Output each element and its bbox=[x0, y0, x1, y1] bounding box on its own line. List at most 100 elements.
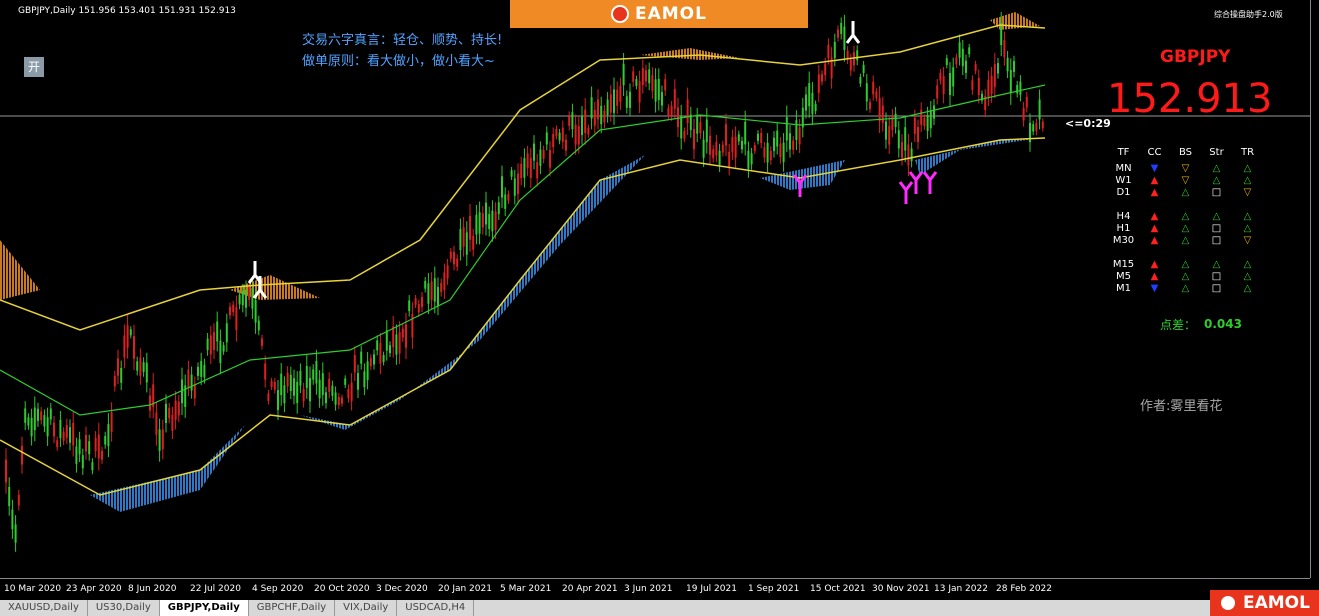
candle-body bbox=[961, 48, 964, 67]
candle-body bbox=[965, 60, 967, 73]
candle-body bbox=[235, 307, 238, 331]
note: 交易六字真言：轻仓、顺势、持长! bbox=[302, 33, 503, 48]
candle-body bbox=[792, 140, 795, 150]
candle-body bbox=[331, 385, 334, 396]
candle-body bbox=[37, 408, 39, 421]
up-arrow bbox=[908, 171, 924, 194]
candle-body bbox=[309, 378, 311, 402]
candle-body bbox=[462, 226, 465, 247]
candle-body bbox=[264, 363, 267, 380]
candle-body bbox=[206, 338, 209, 351]
candle-body bbox=[139, 357, 142, 376]
candle-body bbox=[1022, 108, 1025, 121]
candle-body bbox=[843, 26, 846, 50]
candle-body bbox=[769, 150, 772, 161]
blue-histogram bbox=[760, 160, 845, 190]
candle-body bbox=[184, 385, 187, 408]
candle-body bbox=[366, 361, 369, 381]
candle-body bbox=[897, 130, 900, 149]
timeframe: M5 bbox=[1116, 271, 1131, 282]
candle-body bbox=[270, 380, 273, 387]
candle-body bbox=[46, 417, 49, 437]
timeframe: W1 bbox=[1115, 175, 1132, 186]
candle-body bbox=[811, 92, 814, 115]
signal: ▼ bbox=[1150, 163, 1159, 174]
candle-body bbox=[942, 76, 945, 95]
signal: △ bbox=[1243, 259, 1252, 270]
candle-body bbox=[152, 384, 155, 407]
x-tick-label: 13 Jan 2022 bbox=[934, 584, 988, 594]
candle-body bbox=[696, 116, 699, 134]
candle-body bbox=[142, 362, 145, 372]
candle-body bbox=[81, 455, 84, 469]
candle-body bbox=[193, 383, 196, 399]
x-tick-label: 19 Jul 2021 bbox=[686, 584, 737, 594]
signal: □ bbox=[1211, 283, 1222, 294]
candle-body bbox=[510, 170, 513, 177]
signal: △ bbox=[1243, 223, 1252, 234]
candle-body bbox=[417, 304, 420, 313]
x-axis: 10 Mar 2020 23 Apr 2020 8 Jun 2020 22 Jul 2… bbox=[0, 578, 1310, 597]
candle-body bbox=[699, 122, 702, 134]
candle-body bbox=[277, 390, 279, 411]
candle-body bbox=[161, 429, 164, 450]
open-button[interactable]: 开 bbox=[24, 57, 44, 77]
candle-body bbox=[177, 401, 180, 416]
candle-body bbox=[830, 57, 833, 79]
candle-body bbox=[603, 110, 606, 123]
candle-body bbox=[520, 163, 523, 179]
candle-body bbox=[949, 73, 951, 96]
candle-body bbox=[760, 132, 763, 143]
timeframe: M30 bbox=[1112, 235, 1135, 246]
x-tick-label: 23 Apr 2020 bbox=[66, 584, 122, 594]
chart-tab[interactable]: GBPJPY,Daily bbox=[159, 600, 249, 616]
signal: □ bbox=[1211, 271, 1222, 282]
candle-body bbox=[648, 69, 651, 84]
x-tick-label: 28 Feb 2022 bbox=[996, 584, 1053, 594]
candle-body bbox=[939, 72, 942, 81]
chart-tab[interactable]: USDCAD,H4 bbox=[397, 600, 475, 616]
lower-band bbox=[0, 137, 1046, 496]
candle-body bbox=[30, 417, 33, 437]
candle-body bbox=[837, 29, 839, 38]
candle-body bbox=[689, 114, 692, 130]
chart-tab[interactable]: US30,Daily bbox=[87, 600, 160, 616]
signal: △ bbox=[1181, 271, 1190, 282]
candle-body bbox=[1035, 122, 1038, 132]
x-tick-label: 22 Jul 2020 bbox=[190, 584, 241, 594]
candle-body bbox=[824, 63, 827, 76]
candle-body bbox=[891, 116, 894, 131]
candle-body bbox=[705, 119, 708, 143]
candle-body bbox=[737, 134, 740, 142]
x-tick-label: 8 Jun 2020 bbox=[128, 584, 177, 594]
candle-body bbox=[568, 116, 571, 126]
candle-body bbox=[513, 178, 516, 196]
candle-body bbox=[203, 364, 206, 378]
candle-body bbox=[622, 63, 625, 86]
candle-body bbox=[469, 215, 471, 240]
candle-body bbox=[933, 105, 935, 119]
candle-body bbox=[805, 94, 807, 111]
candle-body bbox=[443, 272, 446, 291]
candle-body bbox=[600, 105, 603, 125]
chart-tab[interactable]: VIX,Daily bbox=[335, 600, 398, 616]
blue-histogram bbox=[90, 425, 245, 512]
candle-body bbox=[491, 210, 494, 232]
candle-body bbox=[846, 50, 849, 60]
candle-body bbox=[398, 331, 401, 354]
candle-body bbox=[1041, 121, 1044, 129]
chart-tab[interactable]: XAUUSD,Daily bbox=[0, 600, 88, 616]
candle-body bbox=[597, 99, 599, 120]
candle-body bbox=[286, 372, 289, 387]
candle-body bbox=[913, 117, 916, 134]
orange-histogram bbox=[0, 240, 40, 300]
candle-body bbox=[753, 145, 756, 152]
candle-body bbox=[968, 47, 971, 55]
candle-body bbox=[667, 108, 670, 117]
chart-tab[interactable]: GBPCHF,Daily bbox=[248, 600, 336, 616]
candle-body bbox=[542, 149, 545, 159]
candle-body bbox=[1025, 97, 1028, 108]
candle-body bbox=[616, 89, 619, 106]
candle-body bbox=[209, 335, 212, 355]
table-header: TF CC BS Str TR bbox=[1108, 147, 1263, 163]
